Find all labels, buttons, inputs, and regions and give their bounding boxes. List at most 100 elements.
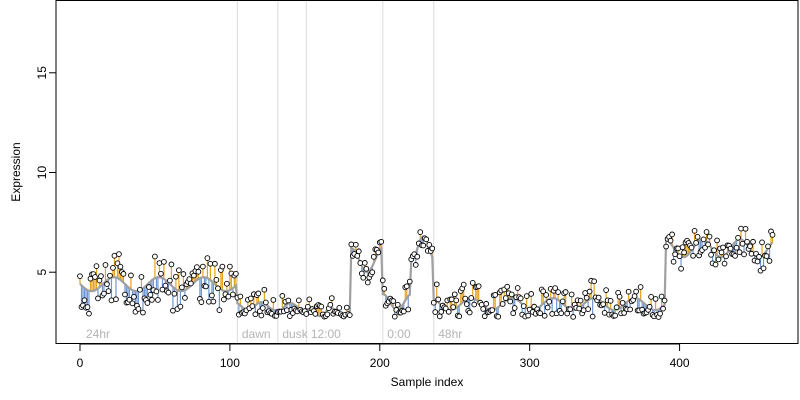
data-point: [177, 303, 184, 310]
data-point: [445, 308, 452, 315]
data-point: [733, 244, 740, 251]
data-point: [343, 304, 350, 311]
data-point: [676, 253, 683, 260]
data-point: [438, 308, 445, 315]
data-point: [252, 311, 259, 318]
data-point: [260, 305, 266, 311]
data-point: [144, 300, 151, 306]
data-point: [607, 297, 614, 304]
data-point: [95, 295, 101, 302]
data-point: [435, 296, 442, 303]
data-point: [450, 304, 457, 310]
data-point: [167, 277, 173, 284]
data-point: [661, 297, 668, 304]
data-point: [451, 291, 458, 298]
data-point: [739, 240, 746, 247]
data-point: [706, 233, 713, 240]
data-point: [324, 311, 331, 318]
data-point: [460, 281, 467, 288]
data-point: [735, 234, 741, 241]
data-point: [423, 236, 430, 243]
data-point: [429, 245, 436, 252]
data-point: [471, 301, 478, 308]
data-point: [126, 296, 133, 303]
data-point: [747, 243, 753, 250]
data-point: [750, 238, 756, 245]
data-point: [705, 241, 711, 248]
data-point: [258, 312, 265, 319]
data-point: [591, 278, 597, 285]
data-point: [105, 288, 112, 294]
data-point: [224, 280, 230, 287]
data-point: [690, 252, 696, 259]
data-points: [77, 225, 776, 320]
data-point: [107, 272, 113, 279]
data-point: [727, 245, 734, 252]
data-point: [693, 239, 699, 246]
data-point: [612, 312, 618, 319]
data-point: [523, 293, 530, 299]
data-point: [352, 241, 359, 248]
data-point: [180, 271, 187, 277]
data-point: [221, 296, 227, 303]
data-point: [670, 258, 677, 265]
data-point: [456, 313, 463, 320]
data-point: [760, 265, 767, 272]
data-point: [466, 309, 473, 316]
data-point: [270, 297, 277, 303]
data-point: [86, 310, 92, 317]
data-point: [370, 253, 377, 260]
x-tick-label: 400: [670, 356, 690, 370]
data-point: [122, 291, 128, 298]
data-point: [203, 283, 209, 290]
data-point: [489, 307, 496, 313]
data-point: [694, 233, 701, 240]
region-label: dawn: [242, 327, 271, 341]
data-point: [354, 252, 361, 259]
region-label: 12:00: [311, 327, 341, 341]
data-point: [499, 301, 506, 307]
data-point: [481, 313, 488, 320]
data-point: [171, 290, 178, 297]
region-dividers: [236, 1, 435, 344]
data-point: [520, 303, 527, 309]
data-point: [468, 295, 475, 301]
data-point: [120, 271, 127, 277]
data-point: [567, 306, 574, 313]
data-point: [104, 281, 110, 288]
data-point: [759, 239, 765, 246]
data-point: [212, 260, 218, 267]
data-point: [369, 269, 376, 276]
x-tick-label: 0: [77, 356, 84, 370]
data-point: [766, 258, 773, 264]
data-point: [469, 280, 476, 286]
data-point: [540, 288, 547, 295]
data-point: [378, 238, 385, 245]
region-labels: 24hr dawn dusk 12:00 0:00 48hr: [86, 327, 462, 341]
data-point: [153, 288, 160, 295]
data-point: [430, 299, 437, 306]
data-point: [537, 310, 544, 317]
y-axis: 5 10 15: [35, 66, 57, 276]
data-point: [248, 295, 254, 302]
data-point: [161, 259, 167, 265]
data-point: [646, 303, 653, 310]
data-point: [708, 251, 714, 258]
data-point: [363, 265, 370, 272]
data-point: [173, 273, 179, 280]
data-point: [375, 249, 382, 256]
data-point: [215, 285, 221, 292]
data-point: [155, 297, 161, 303]
data-point: [209, 292, 215, 299]
data-point: [327, 301, 334, 308]
data-point: [480, 306, 487, 312]
data-point: [448, 296, 455, 303]
data-point: [146, 284, 152, 290]
data-point: [589, 313, 596, 320]
data-point: [718, 249, 725, 256]
data-point: [412, 262, 419, 268]
data-point: [475, 283, 482, 290]
data-point: [216, 307, 223, 313]
data-point: [219, 263, 226, 270]
data-point: [414, 253, 421, 260]
